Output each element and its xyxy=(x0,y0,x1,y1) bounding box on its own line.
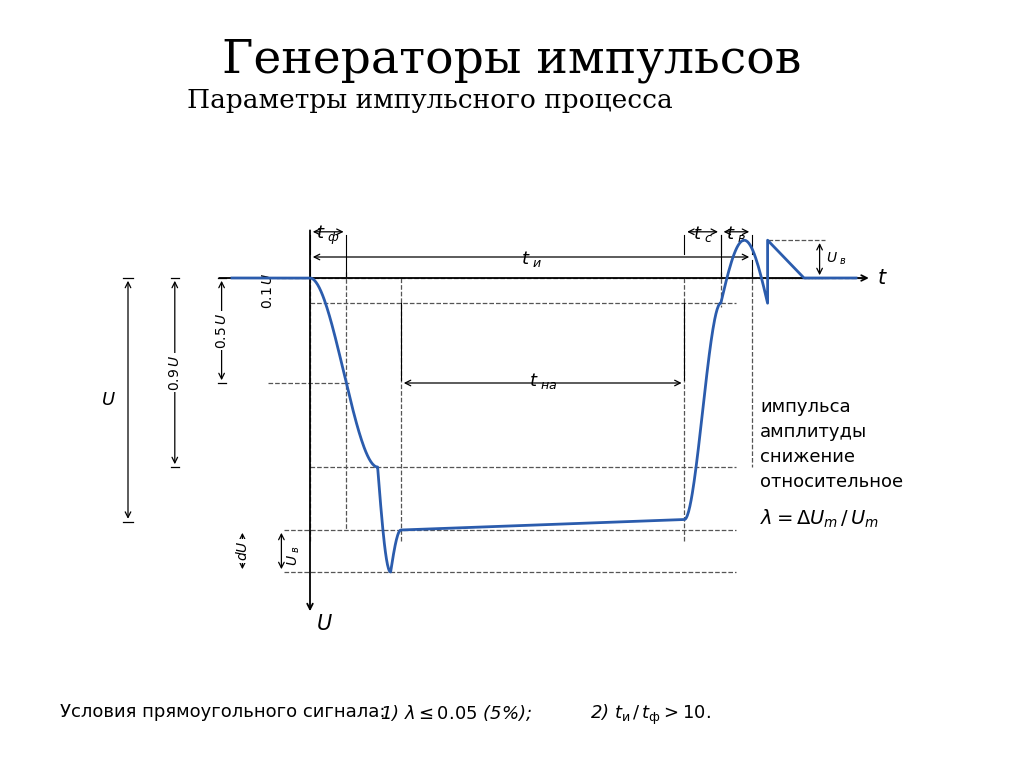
Text: $0.9\,U$: $0.9\,U$ xyxy=(168,354,182,391)
Text: Условия прямоугольного сигнала:: Условия прямоугольного сигнала: xyxy=(60,703,385,721)
Text: $U$: $U$ xyxy=(101,391,116,409)
Text: Параметры импульсного процесса: Параметры импульсного процесса xyxy=(187,88,673,113)
Text: 2) $t_{\rm и}\,/\,t_{\rm ф} > 10.$: 2) $t_{\rm и}\,/\,t_{\rm ф} > 10.$ xyxy=(590,703,711,727)
Text: $t_{\ с}$: $t_{\ с}$ xyxy=(692,223,713,243)
Text: $t_{\ ф}$: $t_{\ ф}$ xyxy=(316,223,340,247)
Text: $0.5\,U$: $0.5\,U$ xyxy=(215,313,228,349)
Text: $U$: $U$ xyxy=(316,614,333,634)
Text: 1) $\lambda \leq 0.05$ (5%);: 1) $\lambda \leq 0.05$ (5%); xyxy=(380,703,532,723)
Text: $t$: $t$ xyxy=(877,268,888,288)
Text: $t_{\ в}$: $t_{\ в}$ xyxy=(726,223,746,243)
Text: Генераторы импульсов: Генераторы импульсов xyxy=(222,38,802,83)
Text: $t_{\ и}$: $t_{\ и}$ xyxy=(520,249,542,269)
Text: амплитуды: амплитуды xyxy=(760,423,867,441)
Text: $U_{\ в}$: $U_{\ в}$ xyxy=(286,545,302,566)
Text: $dU$: $dU$ xyxy=(234,541,250,561)
Text: $0.1\,U$: $0.1\,U$ xyxy=(261,273,275,309)
Text: $\lambda = \Delta U_m\,/\,U_m$: $\lambda = \Delta U_m\,/\,U_m$ xyxy=(760,508,880,530)
Text: $U_{\ в}$: $U_{\ в}$ xyxy=(825,251,846,267)
Text: относительное: относительное xyxy=(760,473,903,491)
Text: импульса: импульса xyxy=(760,398,851,416)
Text: $t_{\ на}$: $t_{\ на}$ xyxy=(528,371,557,391)
Text: снижение: снижение xyxy=(760,448,855,466)
